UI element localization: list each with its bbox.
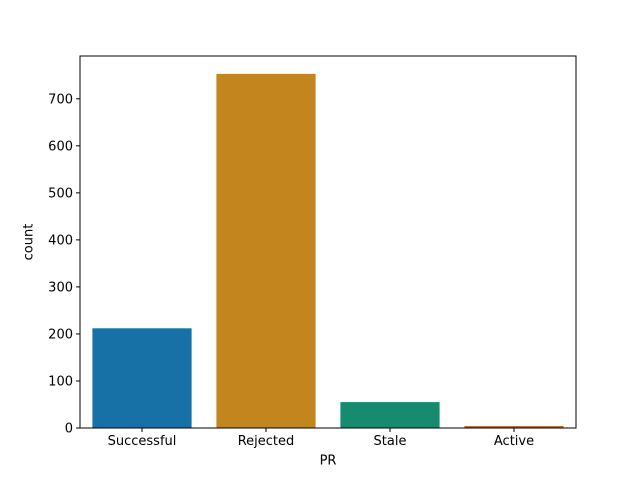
y-tick-label: 400 [48, 233, 73, 248]
x-tick-label: Active [494, 434, 534, 449]
bar-active [464, 426, 564, 428]
y-tick-label: 0 [65, 422, 73, 437]
axes-spines [79, 55, 577, 429]
bar-stale [340, 402, 440, 428]
y-tick-label: 200 [48, 327, 73, 342]
y-tick-label: 100 [48, 375, 73, 390]
y-axis-label: count [21, 223, 37, 261]
x-tick-label: Stale [374, 434, 407, 449]
x-axis-label: PR [319, 453, 337, 469]
y-tick-label: 600 [48, 139, 73, 154]
y-tick-label: 500 [48, 186, 73, 201]
x-tick-label: Successful [108, 434, 177, 449]
x-tick-label: Rejected [238, 434, 295, 449]
y-tick-label: 300 [48, 280, 73, 295]
y-tick-label: 700 [48, 92, 73, 107]
bar-rejected [216, 73, 316, 429]
bar-successful [92, 328, 192, 428]
